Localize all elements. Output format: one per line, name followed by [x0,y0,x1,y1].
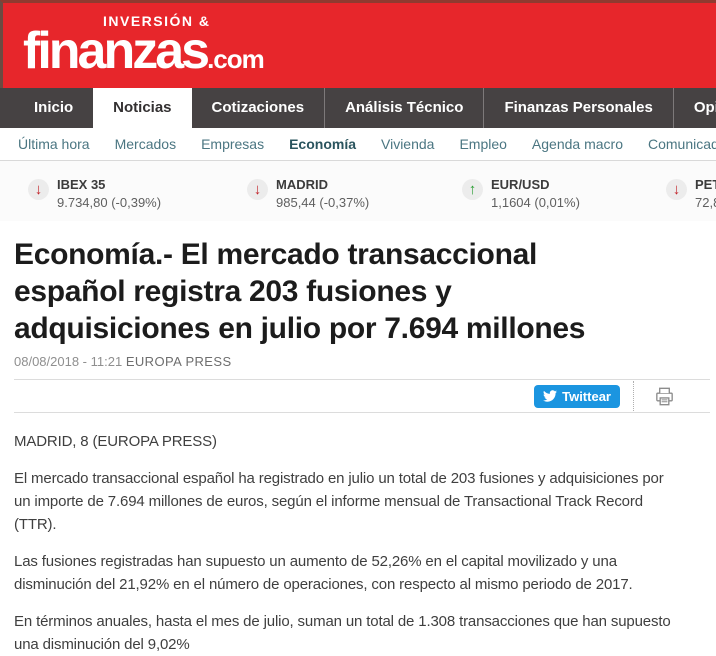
primary-nav-tab[interactable]: Inicio [34,99,74,116]
divider [14,412,710,413]
secondary-nav: Última hora Mercados Empresas Economía V… [0,128,716,161]
ticker-item[interactable]: PETROLEO 72,80 [666,176,716,210]
article-body: MADRID, 8 (EUROPA PRESS) El mercado tran… [14,413,710,656]
trend-arrow-icon [462,179,483,200]
byline: 08/08/2018 - 11:21 EUROPA PRESS [14,354,710,369]
trend-arrow-icon [666,179,687,200]
primary-nav-tab[interactable]: Análisis Técnico [324,88,483,128]
secondary-nav-item[interactable]: Empresas [201,136,265,152]
primary-nav: Inicio Noticias Cotizaciones Análisis Té… [0,88,716,128]
tweet-button[interactable]: Twittear [534,384,620,408]
ticker-item[interactable]: MADRID 985,44 (-0,37%) [247,176,369,210]
secondary-nav-item[interactable]: Agenda macro [531,136,623,152]
secondary-nav-item[interactable]: Última hora [18,136,90,152]
article: Economía.- El mercado transaccional espa… [0,236,716,656]
ticker-item[interactable]: IBEX 35 9.734,80 (-0,39%) [28,176,161,210]
printer-icon [656,387,673,405]
dotted-divider [633,381,634,411]
article-headline: Economía.- El mercado transaccional espa… [14,238,586,345]
ticker-symbol: EUR/USD [491,177,550,192]
logo-name: finanzas [23,22,210,80]
article-paragraph: El mercado transaccional español ha regi… [14,470,664,533]
publish-date: 08/08/2018 - 11:21 [14,354,123,369]
site-header: INVERSIÓN & finanzas .com [0,0,716,88]
print-button[interactable] [653,385,676,408]
ticker-symbol: PETROLEO [695,177,716,192]
primary-nav-tab[interactable]: Finanzas Personales [483,88,672,128]
site-logo[interactable]: INVERSIÓN & finanzas .com [23,13,293,77]
ticker-value: 985,44 (-0,37%) [276,195,370,210]
divider [14,379,710,380]
article-paragraph: MADRID, 8 (EUROPA PRESS) [14,433,217,450]
logo-tagline: INVERSIÓN & [103,13,211,29]
primary-nav-tab[interactable]: Cotizaciones [211,99,305,116]
primary-nav-tab[interactable]: Opinión [672,88,716,128]
ticker-value: 1,1604 (0,01%) [491,195,580,210]
ticker-symbol: IBEX 35 [57,177,106,192]
secondary-nav-item[interactable]: Comunicados [647,136,716,152]
ticker-item[interactable]: EUR/USD 1,1604 (0,01%) [462,176,580,210]
article-paragraph: En términos anuales, hasta el mes de jul… [14,613,671,653]
market-ticker: IBEX 35 9.734,80 (-0,39%) MADRID 985,44 … [0,161,716,221]
ticker-symbol: MADRID [276,177,328,192]
logo-tld: .com [207,44,265,74]
ticker-value: 9.734,80 (-0,39%) [57,195,162,210]
news-agency: EUROPA PRESS [125,354,232,369]
secondary-nav-item[interactable]: Mercados [114,136,177,152]
secondary-nav-item[interactable]: Economía [289,136,356,152]
twitter-icon [543,390,558,402]
share-row: Twittear [14,380,710,412]
trend-arrow-icon [247,179,268,200]
secondary-nav-item[interactable]: Vivienda [381,136,435,152]
tweet-button-label: Twittear [562,388,611,404]
article-paragraph: Las fusiones registradas han supuesto un… [14,553,633,593]
primary-nav-tab[interactable]: Noticias [93,88,192,128]
secondary-nav-item[interactable]: Empleo [459,136,507,152]
ticker-value: 72,80 [695,195,716,210]
trend-arrow-icon [28,179,49,200]
